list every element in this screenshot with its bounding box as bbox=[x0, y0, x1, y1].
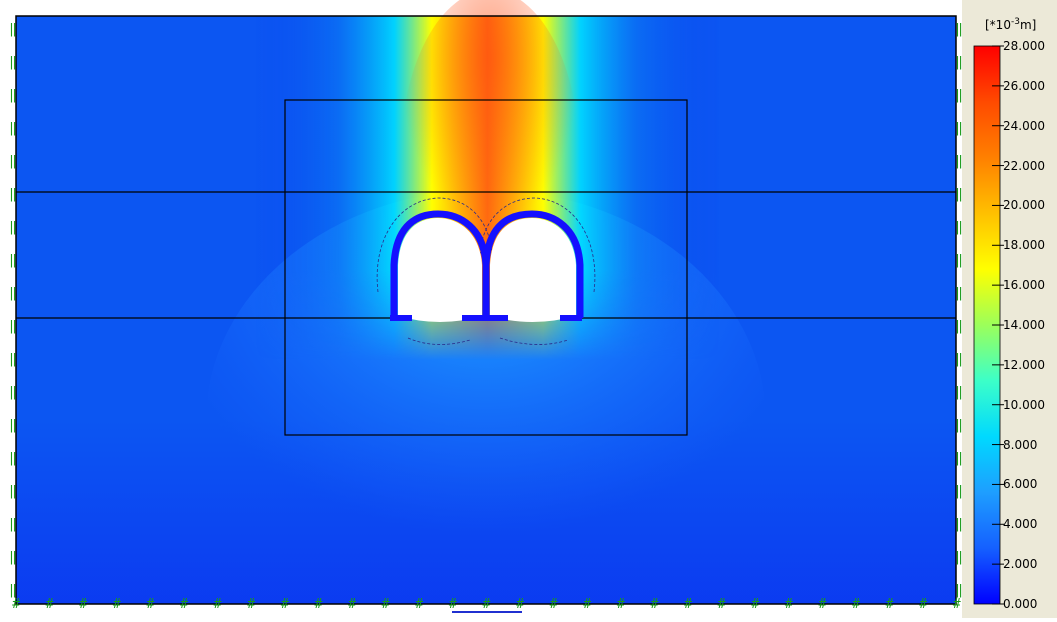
fixity-marker: ‖ bbox=[955, 154, 962, 169]
color-legend-bar bbox=[973, 45, 1004, 605]
fixity-marker: # bbox=[583, 597, 591, 612]
fixity-marker: ‖ bbox=[955, 418, 962, 433]
fixity-marker: ‖ bbox=[9, 484, 17, 499]
fixity-marker: ‖ bbox=[955, 121, 962, 136]
legend-tick-label: 18.000 bbox=[1003, 238, 1045, 253]
fixity-marker: ‖ bbox=[9, 550, 17, 565]
fixity-marker: # bbox=[482, 597, 490, 612]
left-tunnel-lining bbox=[390, 210, 490, 318]
legend-tick-label: 12.000 bbox=[1003, 357, 1045, 372]
fixity-marker: ‖ bbox=[9, 352, 17, 367]
legend-tick-label: 0.000 bbox=[1003, 597, 1038, 611]
fixity-marker: # bbox=[46, 597, 54, 612]
legend-tick-label: 10.000 bbox=[1003, 397, 1045, 412]
fixity-marker: # bbox=[247, 597, 255, 612]
fixity-marker: ‖ bbox=[955, 220, 962, 235]
fixity-marker: ‖ bbox=[955, 484, 962, 499]
fixity-marker: ‖ bbox=[955, 550, 962, 565]
fixity-marker: # bbox=[314, 597, 322, 612]
legend-panel bbox=[962, 0, 1057, 618]
fixity-marker: ‖ bbox=[9, 319, 17, 334]
left-tunnel-opening bbox=[398, 218, 482, 322]
fixity-marker: ‖ bbox=[9, 121, 17, 136]
legend-unit-label: [*10-3m] bbox=[985, 17, 1037, 32]
displacement-contour-plot: ‖‖‖‖‖‖‖‖‖‖‖‖‖‖‖‖‖‖ ‖‖‖‖‖‖‖‖‖‖‖‖‖‖‖‖‖‖ ##… bbox=[9, 0, 962, 618]
fixity-marker: ‖ bbox=[9, 583, 17, 598]
legend-tick-label: 14.000 bbox=[1003, 318, 1045, 332]
legend-tick-label: 6.000 bbox=[1003, 477, 1038, 492]
legend-tick-label: 28.000 bbox=[1003, 39, 1045, 53]
fixity-marker: # bbox=[348, 597, 356, 612]
legend-tick-label: 8.000 bbox=[1003, 437, 1038, 452]
fixity-marker: ‖ bbox=[9, 154, 17, 169]
fixity-marker: # bbox=[214, 597, 222, 612]
fixity-marker: # bbox=[12, 597, 20, 612]
legend-tick-label: 24.000 bbox=[1003, 118, 1045, 133]
fixity-marker: # bbox=[751, 597, 759, 612]
fixity-marker: # bbox=[281, 597, 289, 612]
right-tunnel-lining bbox=[482, 210, 584, 318]
fixity-marker: ‖ bbox=[955, 22, 962, 37]
fixity-marker: # bbox=[449, 597, 457, 612]
fixity-marker: # bbox=[415, 597, 423, 612]
left-fixity-markers: ‖ ‖ ‖ ‖ ‖ ‖ ‖ ‖ ‖ ‖ ‖ ‖ ‖ ‖ ‖ ‖ ‖ ‖ bbox=[9, 22, 17, 598]
fixity-marker: # bbox=[718, 597, 726, 612]
fixity-marker: # bbox=[785, 597, 793, 612]
fixity-marker: ‖ bbox=[955, 55, 962, 70]
fixity-marker: # bbox=[180, 597, 188, 612]
legend-tick-label: 22.000 bbox=[1003, 158, 1045, 173]
fixity-marker: # bbox=[382, 597, 390, 612]
fixity-marker: ‖ bbox=[955, 286, 962, 301]
fixity-marker: ‖ bbox=[9, 55, 17, 70]
bottom-fixity-markers: # # # # # # # # # # # # # # # # # # # # # # # # # # # # # bbox=[12, 597, 961, 612]
fixity-marker: ‖ bbox=[9, 286, 17, 301]
fixity-marker: ‖ bbox=[9, 385, 17, 400]
legend-tick-label: 2.000 bbox=[1003, 557, 1038, 572]
fixity-marker: ‖ bbox=[955, 583, 962, 598]
fixity-marker: ‖ bbox=[9, 22, 17, 37]
fixity-marker: ‖ bbox=[9, 253, 17, 268]
fixity-marker: ‖ bbox=[9, 517, 17, 532]
legend-tick-label: 20.000 bbox=[1003, 198, 1045, 213]
refined-zone-box bbox=[284, 99, 688, 436]
fixity-marker: ‖ bbox=[955, 253, 962, 268]
fixity-marker: ‖ bbox=[955, 187, 962, 202]
legend-tick-label: 26.000 bbox=[1003, 78, 1045, 93]
fixity-marker: # bbox=[852, 597, 860, 612]
right-tunnel-opening bbox=[490, 218, 576, 322]
model-boundary bbox=[15, 15, 957, 605]
fixity-marker: ‖ bbox=[955, 88, 962, 103]
legend-tick-label: 16.000 bbox=[1003, 278, 1045, 293]
fixity-marker: ‖ bbox=[955, 451, 962, 466]
fixity-marker: # bbox=[516, 597, 524, 612]
fixity-marker: # bbox=[550, 597, 558, 612]
fixity-marker: ‖ bbox=[955, 319, 962, 334]
fixity-marker: # bbox=[113, 597, 121, 612]
fixity-marker: ‖ bbox=[9, 220, 17, 235]
fixity-marker: # bbox=[684, 597, 692, 612]
fixity-marker: # bbox=[886, 597, 894, 612]
fixity-marker: # bbox=[79, 597, 87, 612]
fixity-marker: ‖ bbox=[955, 517, 962, 532]
fixity-marker: ‖ bbox=[955, 385, 962, 400]
fixity-marker: ‖ bbox=[9, 451, 17, 466]
fixity-marker: # bbox=[953, 597, 961, 612]
right-fixity-markers: ‖ ‖ ‖ ‖ ‖ ‖ ‖ ‖ ‖ ‖ ‖ ‖ ‖ ‖ ‖ ‖ ‖ ‖ bbox=[955, 22, 962, 598]
fixity-marker: # bbox=[650, 597, 658, 612]
fixity-marker: # bbox=[146, 597, 154, 612]
fixity-marker: ‖ bbox=[9, 88, 17, 103]
fixity-marker: # bbox=[617, 597, 625, 612]
fixity-marker: ‖ bbox=[9, 418, 17, 433]
fixity-marker: ‖ bbox=[9, 187, 17, 202]
fixity-marker: ‖ bbox=[955, 352, 962, 367]
fixity-marker: # bbox=[919, 597, 927, 612]
fixity-marker: # bbox=[818, 597, 826, 612]
legend-tick-label: 4.000 bbox=[1003, 517, 1038, 532]
